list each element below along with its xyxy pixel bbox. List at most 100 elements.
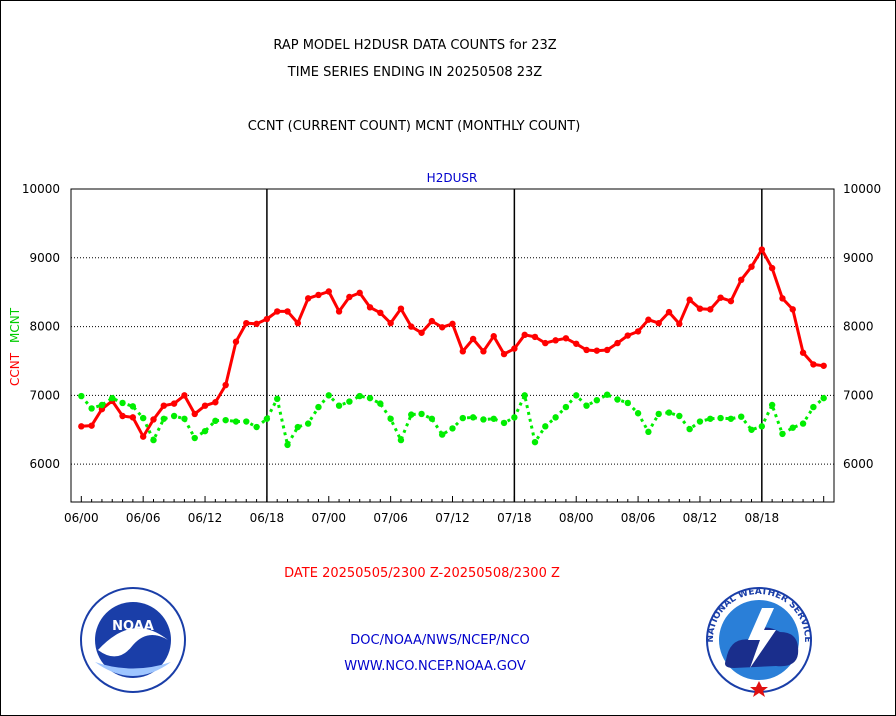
data-point-ccnt bbox=[397, 305, 405, 312]
data-point-mcnt bbox=[748, 426, 755, 433]
data-point-ccnt bbox=[573, 340, 580, 347]
y-tick-label-left: 10000 bbox=[22, 182, 60, 196]
data-point-mcnt bbox=[294, 423, 302, 431]
data-point-mcnt bbox=[438, 431, 446, 438]
y-tick-label-left: 6000 bbox=[29, 457, 60, 471]
data-point-mcnt bbox=[201, 427, 209, 435]
x-tick-label: 08/06 bbox=[621, 511, 656, 525]
data-point-ccnt bbox=[181, 392, 188, 399]
data-point-ccnt bbox=[562, 335, 570, 342]
data-point-ccnt bbox=[511, 345, 518, 352]
data-point-mcnt bbox=[655, 410, 662, 418]
data-point-mcnt bbox=[335, 402, 343, 409]
data-point-ccnt bbox=[696, 305, 704, 312]
data-point-mcnt bbox=[820, 394, 827, 402]
data-point-ccnt bbox=[201, 402, 209, 409]
series-layer bbox=[78, 246, 827, 449]
data-point-mcnt bbox=[634, 410, 642, 417]
date-range-label: DATE 20250505/2300 Z-20250508/2300 Z bbox=[284, 566, 560, 581]
data-point-mcnt bbox=[459, 414, 467, 422]
data-point-mcnt bbox=[212, 417, 219, 425]
data-point-mcnt bbox=[542, 423, 549, 430]
y-tick-label-left: 9000 bbox=[29, 251, 60, 265]
data-point-ccnt bbox=[459, 348, 467, 355]
data-point-ccnt bbox=[160, 402, 167, 409]
axis-ticks bbox=[80, 496, 825, 502]
data-point-ccnt bbox=[284, 308, 291, 315]
data-point-mcnt bbox=[511, 414, 518, 421]
nws-logo-star-icon bbox=[750, 681, 768, 697]
data-point-mcnt bbox=[490, 415, 497, 422]
data-point-mcnt bbox=[573, 392, 580, 399]
data-point-ccnt bbox=[129, 414, 137, 421]
data-point-ccnt bbox=[191, 410, 198, 418]
data-point-ccnt bbox=[738, 276, 745, 284]
data-point-ccnt bbox=[274, 308, 281, 315]
data-point-mcnt bbox=[614, 396, 621, 403]
x-tick-label: 08/12 bbox=[683, 511, 718, 525]
data-point-mcnt bbox=[98, 401, 106, 409]
data-point-ccnt bbox=[212, 399, 219, 406]
data-point-mcnt bbox=[799, 420, 807, 427]
data-point-ccnt bbox=[304, 295, 312, 302]
data-point-ccnt bbox=[603, 346, 611, 354]
data-point-mcnt bbox=[129, 403, 137, 410]
data-point-mcnt bbox=[469, 414, 477, 421]
data-point-ccnt bbox=[480, 348, 487, 355]
nws-logo: NATIONAL WEATHER SERVICE bbox=[706, 587, 812, 697]
data-point-ccnt bbox=[335, 308, 343, 315]
data-point-ccnt bbox=[583, 346, 590, 354]
data-point-mcnt bbox=[789, 424, 796, 431]
data-point-ccnt bbox=[542, 339, 549, 347]
data-point-ccnt bbox=[253, 320, 260, 328]
data-point-ccnt bbox=[232, 338, 240, 345]
data-point-mcnt bbox=[428, 415, 436, 422]
data-point-ccnt bbox=[614, 339, 621, 347]
data-point-ccnt bbox=[655, 319, 662, 327]
noaa-logo-wave-icon bbox=[95, 662, 171, 676]
data-point-mcnt bbox=[676, 412, 683, 420]
y-tick-label-left: 8000 bbox=[29, 320, 60, 334]
data-point-ccnt bbox=[408, 323, 415, 330]
data-point-mcnt bbox=[139, 414, 147, 422]
data-point-mcnt bbox=[779, 430, 786, 438]
data-point-ccnt bbox=[768, 264, 776, 272]
data-point-ccnt bbox=[552, 337, 559, 344]
x-tick-label: 07/18 bbox=[497, 511, 532, 525]
data-point-ccnt bbox=[150, 416, 157, 423]
x-tick-label: 08/18 bbox=[745, 511, 780, 525]
data-point-mcnt bbox=[274, 395, 281, 403]
nws-logo-lightning-icon bbox=[748, 608, 776, 668]
series-line-ccnt bbox=[81, 248, 824, 439]
data-point-mcnt bbox=[160, 415, 167, 422]
data-point-ccnt bbox=[263, 315, 271, 323]
x-tick-label: 06/00 bbox=[64, 511, 99, 525]
data-point-ccnt bbox=[531, 333, 539, 341]
data-point-ccnt bbox=[624, 332, 631, 339]
website-link[interactable]: WWW.NCO.NCEP.NOAA.GOV bbox=[344, 659, 526, 674]
y-tick-label-right: 9000 bbox=[843, 251, 874, 265]
plot-area-border bbox=[70, 188, 835, 503]
data-point-ccnt bbox=[707, 306, 714, 313]
data-point-mcnt bbox=[346, 398, 353, 405]
data-point-mcnt bbox=[284, 441, 291, 449]
data-point-ccnt bbox=[366, 304, 374, 311]
data-point-mcnt bbox=[603, 391, 611, 398]
data-point-ccnt bbox=[779, 295, 786, 302]
y-tick-label-left: 7000 bbox=[29, 388, 60, 402]
data-point-ccnt bbox=[315, 291, 322, 299]
noaa-logo: NOAA bbox=[80, 587, 186, 693]
data-point-ccnt bbox=[139, 433, 147, 440]
data-point-mcnt bbox=[408, 411, 415, 418]
y-tick-label-right: 7000 bbox=[843, 388, 874, 402]
x-tick-label: 06/06 bbox=[126, 511, 161, 525]
data-point-ccnt bbox=[717, 294, 724, 301]
noaa-logo-bird-icon bbox=[98, 628, 168, 657]
axis-labels: 6000 6000 7000 7000 8000 8000 9000 9000 10000 100… bbox=[22, 182, 881, 525]
data-point-mcnt bbox=[624, 399, 631, 407]
data-point-ccnt bbox=[294, 319, 302, 327]
data-point-ccnt bbox=[727, 297, 735, 305]
data-point-ccnt bbox=[88, 422, 95, 429]
data-point-mcnt bbox=[150, 436, 157, 444]
